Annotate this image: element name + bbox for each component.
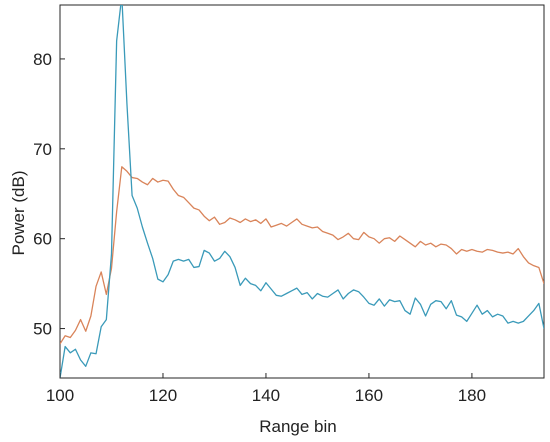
plot-frame <box>59 4 545 379</box>
x-tick-label: 180 <box>458 386 486 405</box>
y-tick-label: 60 <box>33 230 52 249</box>
series-layer <box>60 5 544 378</box>
y-tick-label: 50 <box>33 320 52 339</box>
x-axis: 100 120 140 160 180 <box>46 373 486 405</box>
x-tick-label: 140 <box>252 386 280 405</box>
series-line-1 <box>60 166 544 345</box>
y-tick-label: 70 <box>33 140 52 159</box>
series-line-2 <box>60 5 544 378</box>
x-tick-label: 120 <box>149 386 177 405</box>
y-axis-label: Power (dB) <box>9 170 28 255</box>
plot-area <box>59 4 545 379</box>
x-axis-label: Range bin <box>259 417 337 436</box>
y-tick-label: 80 <box>33 50 52 69</box>
y-axis: 50 60 70 80 <box>33 50 65 339</box>
x-tick-label: 160 <box>355 386 383 405</box>
x-tick-label: 100 <box>46 386 74 405</box>
